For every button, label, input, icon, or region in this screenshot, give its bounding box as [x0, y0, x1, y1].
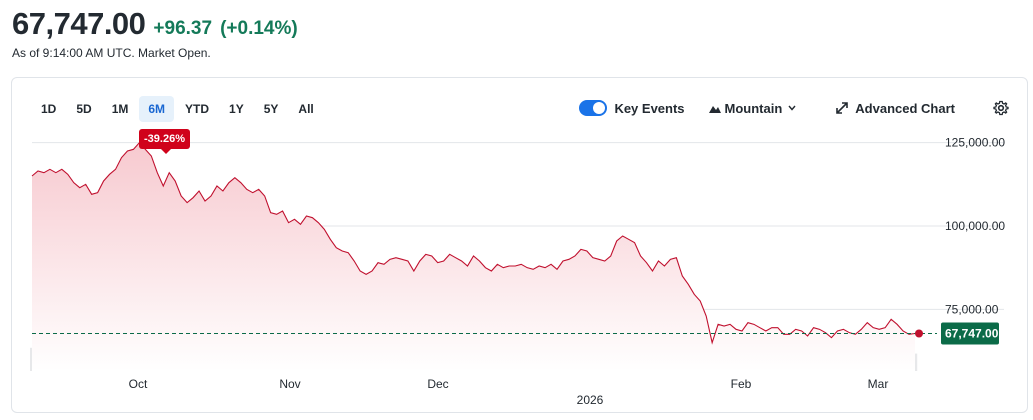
- quote-header: 67,747.00 +96.37 (+0.14%) As of 9:14:00 …: [12, 6, 298, 60]
- range-tab-1d[interactable]: 1D: [41, 102, 57, 116]
- price-change-percent: (+0.14%): [220, 18, 298, 39]
- last-price-dot: [915, 329, 923, 338]
- y-tick-label: 125,000.00: [945, 136, 1005, 150]
- price-row: 67,747.00 +96.37 (+0.14%): [12, 6, 298, 42]
- period-change-badge: -39.26%: [139, 129, 190, 154]
- mountain-icon: [708, 106, 721, 113]
- x-tick-label: Mar: [868, 377, 889, 391]
- y-tick-label: 100,000.00: [945, 219, 1005, 233]
- y-axis-labels: 125,000.00 100,000.00 75,000.00: [945, 136, 1005, 317]
- range-tab-5d[interactable]: 5D: [76, 102, 92, 116]
- chart-type-label: Mountain: [724, 100, 783, 116]
- expand-icon: [836, 102, 849, 114]
- price-chart[interactable]: 125,000.00 100,000.00 75,000.00 Oct Nov Dec F…: [12, 78, 1029, 414]
- chart-type-dropdown[interactable]: Mountain: [708, 100, 797, 116]
- x-axis-labels: Oct Nov Dec Feb Mar 2026: [129, 377, 889, 407]
- price-change: +96.37: [153, 18, 213, 39]
- toggle-switch[interactable]: [579, 100, 608, 116]
- key-events-toggle[interactable]: Key Events: [579, 100, 685, 116]
- svg-text:67,747.00: 67,747.00: [945, 327, 999, 341]
- range-tab-ytd[interactable]: YTD: [185, 102, 210, 116]
- last-price-tag: 67,747.00: [941, 322, 999, 345]
- range-tab-all[interactable]: All: [298, 102, 314, 116]
- gear-icon[interactable]: [993, 100, 1009, 116]
- range-tabs: 1D 5D 1M 6M YTD 1Y 5Y All: [32, 96, 325, 122]
- advanced-chart-button[interactable]: Advanced Chart: [836, 101, 955, 116]
- chart-toolbar: Key Events Mountain Advanced Chart: [579, 100, 1009, 116]
- toggle-knob: [593, 102, 606, 114]
- x-tick-label: Dec: [427, 377, 448, 391]
- range-tab-1y[interactable]: 1Y: [229, 102, 244, 116]
- x-tick-label: Oct: [129, 377, 148, 391]
- volume-bar: [913, 353, 918, 371]
- chevron-down-icon: [788, 105, 796, 111]
- x-year-label: 2026: [577, 393, 604, 407]
- chart-card: 1D 5D 1M 6M YTD 1Y 5Y All Key Events Mou…: [11, 77, 1028, 413]
- x-tick-label: Nov: [279, 377, 300, 391]
- range-tab-6m[interactable]: 6M: [139, 96, 175, 122]
- y-tick-label: 75,000.00: [945, 302, 999, 316]
- x-tick-label: Feb: [731, 377, 752, 391]
- market-status: As of 9:14:00 AM UTC. Market Open.: [12, 46, 211, 60]
- range-tab-1m[interactable]: 1M: [111, 102, 129, 116]
- key-events-label: Key Events: [614, 100, 685, 116]
- price-line: [31, 141, 916, 345]
- advanced-chart-label: Advanced Chart: [855, 100, 955, 116]
- current-price: 67,747.00: [12, 6, 146, 41]
- range-tab-5y[interactable]: 5Y: [263, 102, 279, 116]
